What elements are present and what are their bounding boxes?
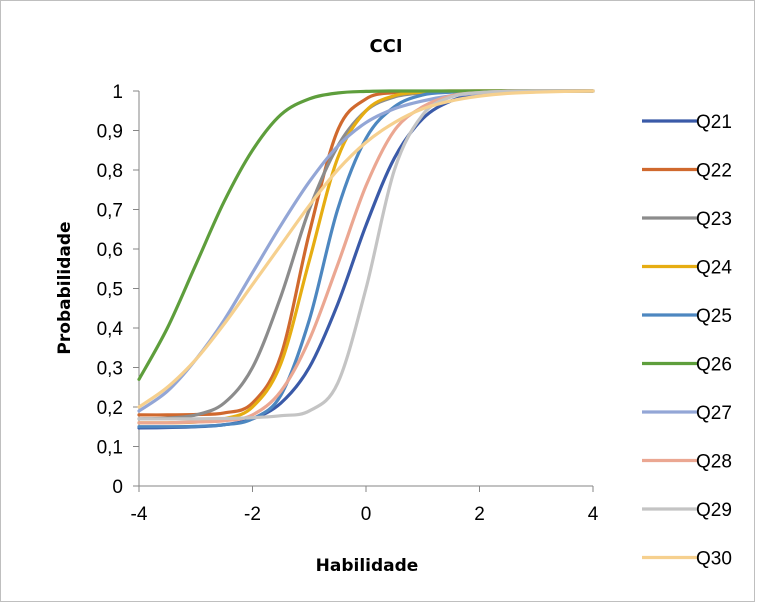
legend-label-q23: Q23	[696, 209, 732, 230]
legend-label-q25: Q25	[696, 306, 732, 327]
y-tick-label: 0,4	[97, 319, 124, 340]
y-tick-label: 0,2	[97, 398, 123, 419]
series-line-q30	[137, 89, 595, 409]
legend-label-q22: Q22	[696, 161, 732, 182]
legend-label-q26: Q26	[696, 355, 732, 376]
y-tick-label: 0,3	[97, 359, 123, 380]
series-line-q26	[137, 89, 595, 381]
y-tick-label: 1	[112, 82, 123, 103]
y-tick-label: 0,7	[97, 201, 123, 222]
legend-label-q30: Q30	[696, 549, 732, 570]
x-axis-ticks: -4 -2 0 2 4	[131, 486, 599, 525]
x-tick-label: 0	[361, 504, 372, 525]
y-tick-label: 0,1	[97, 438, 123, 459]
legend-label-q21: Q21	[696, 112, 732, 133]
x-tick-label: 4	[588, 504, 599, 525]
legend-label-q29: Q29	[696, 500, 732, 521]
series-lines	[137, 89, 595, 430]
legend-label-q24: Q24	[696, 258, 732, 279]
y-tick-label: 0,8	[97, 161, 123, 182]
x-tick-label: -4	[131, 504, 148, 525]
y-axis-title: Probabilidade	[55, 221, 75, 354]
y-tick-label: 0	[112, 477, 123, 498]
legend: Q21 Q22 Q23 Q24 Q25 Q26 Q27 Q28 Q29 Q30	[642, 112, 732, 570]
x-tick-label: -2	[244, 504, 261, 525]
y-tick-label: 0,9	[97, 122, 123, 143]
series-line-q29	[137, 89, 595, 421]
y-tick-label: 0,6	[97, 240, 123, 261]
legend-label-q27: Q27	[696, 403, 732, 424]
legend-label-q28: Q28	[696, 452, 732, 473]
y-tick-label: 0,5	[97, 280, 123, 301]
x-tick-label: 2	[474, 504, 485, 525]
chart-title: CCI	[369, 36, 402, 57]
y-axis-ticks: 0 0,1 0,2 0,3 0,4 0,5 0,6 0,7 0,8 0,9 1	[97, 82, 139, 498]
x-axis-title: Habilidade	[316, 556, 419, 576]
